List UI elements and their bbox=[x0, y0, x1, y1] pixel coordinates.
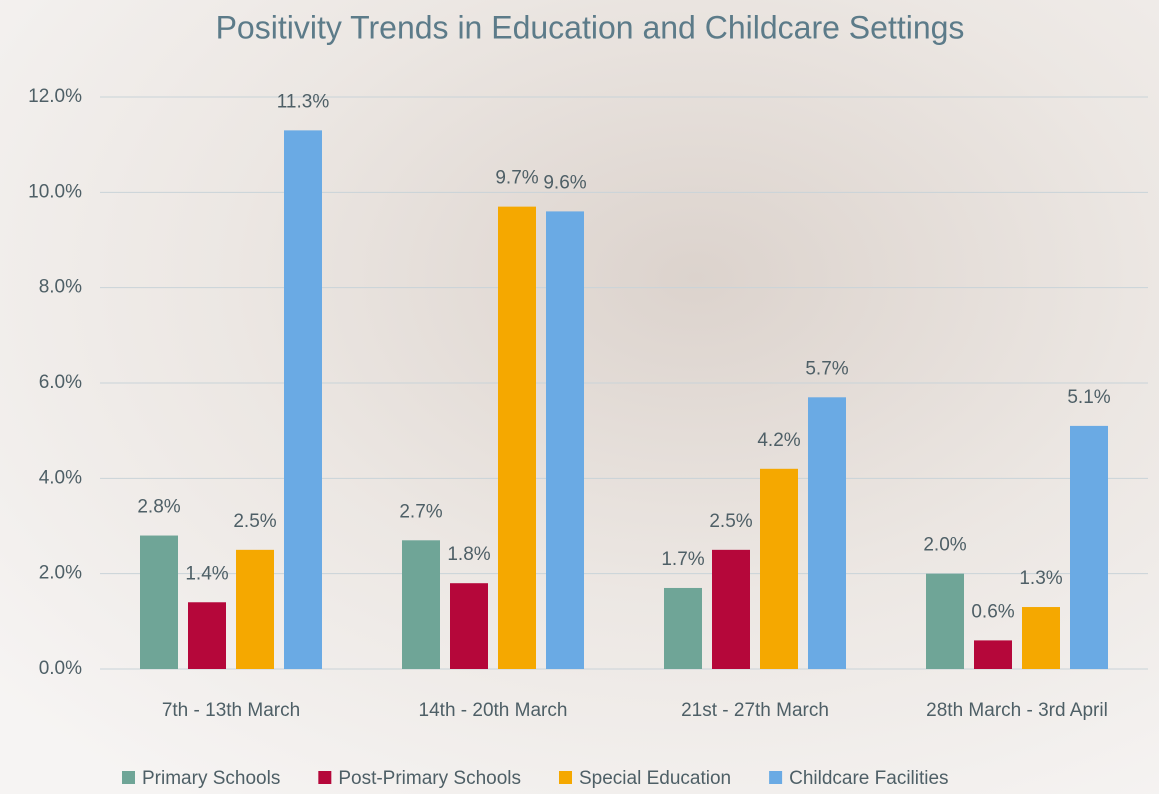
bar bbox=[284, 130, 322, 669]
y-tick-label: 2.0% bbox=[39, 563, 82, 584]
bar bbox=[712, 550, 750, 669]
bar bbox=[140, 536, 178, 669]
x-tick-label: 7th - 13th March bbox=[162, 700, 300, 721]
legend-label: Post-Primary Schools bbox=[338, 768, 521, 789]
data-label: 5.7% bbox=[805, 358, 848, 379]
bar bbox=[450, 583, 488, 669]
data-label: 1.4% bbox=[185, 563, 228, 584]
y-tick-label: 0.0% bbox=[39, 658, 82, 679]
legend-label: Childcare Facilities bbox=[789, 768, 948, 789]
data-label: 11.3% bbox=[277, 91, 330, 112]
legend-swatch bbox=[122, 771, 135, 784]
data-label: 9.6% bbox=[543, 172, 586, 193]
legend-label: Special Education bbox=[579, 768, 731, 789]
chart-title: Positivity Trends in Education and Child… bbox=[216, 9, 965, 45]
legend-swatch bbox=[769, 771, 782, 784]
y-tick-label: 6.0% bbox=[39, 372, 82, 393]
data-label: 2.5% bbox=[709, 511, 752, 532]
bar bbox=[402, 540, 440, 669]
x-tick-label: 21st - 27th March bbox=[681, 700, 829, 721]
data-label: 2.7% bbox=[399, 501, 442, 522]
bar bbox=[498, 207, 536, 669]
bar bbox=[808, 397, 846, 669]
data-label: 2.8% bbox=[137, 497, 180, 518]
bar bbox=[188, 602, 226, 669]
y-tick-label: 12.0% bbox=[28, 86, 82, 107]
legend-swatch bbox=[318, 771, 331, 784]
bar bbox=[664, 588, 702, 669]
chart: Positivity Trends in Education and Child… bbox=[0, 0, 1159, 794]
x-tick-label: 14th - 20th March bbox=[419, 700, 568, 721]
data-label: 0.6% bbox=[971, 601, 1014, 622]
data-label: 2.5% bbox=[233, 511, 276, 532]
data-label: 5.1% bbox=[1067, 387, 1110, 408]
x-tick-label: 28th March - 3rd April bbox=[926, 700, 1108, 721]
data-label: 9.7% bbox=[495, 168, 538, 189]
legend-swatch bbox=[559, 771, 572, 784]
data-label: 4.2% bbox=[757, 430, 800, 451]
bar bbox=[926, 574, 964, 669]
data-label: 1.7% bbox=[661, 549, 704, 570]
bar bbox=[546, 211, 584, 669]
y-tick-label: 10.0% bbox=[28, 181, 82, 202]
data-label: 1.8% bbox=[447, 544, 490, 565]
y-tick-label: 4.0% bbox=[39, 467, 82, 488]
legend-label: Primary Schools bbox=[142, 768, 280, 789]
bar bbox=[236, 550, 274, 669]
y-tick-label: 8.0% bbox=[39, 277, 82, 298]
bar bbox=[760, 469, 798, 669]
bar bbox=[974, 640, 1012, 669]
bar bbox=[1022, 607, 1060, 669]
bar bbox=[1070, 426, 1108, 669]
data-label: 2.0% bbox=[923, 535, 966, 556]
data-label: 1.3% bbox=[1019, 568, 1062, 589]
